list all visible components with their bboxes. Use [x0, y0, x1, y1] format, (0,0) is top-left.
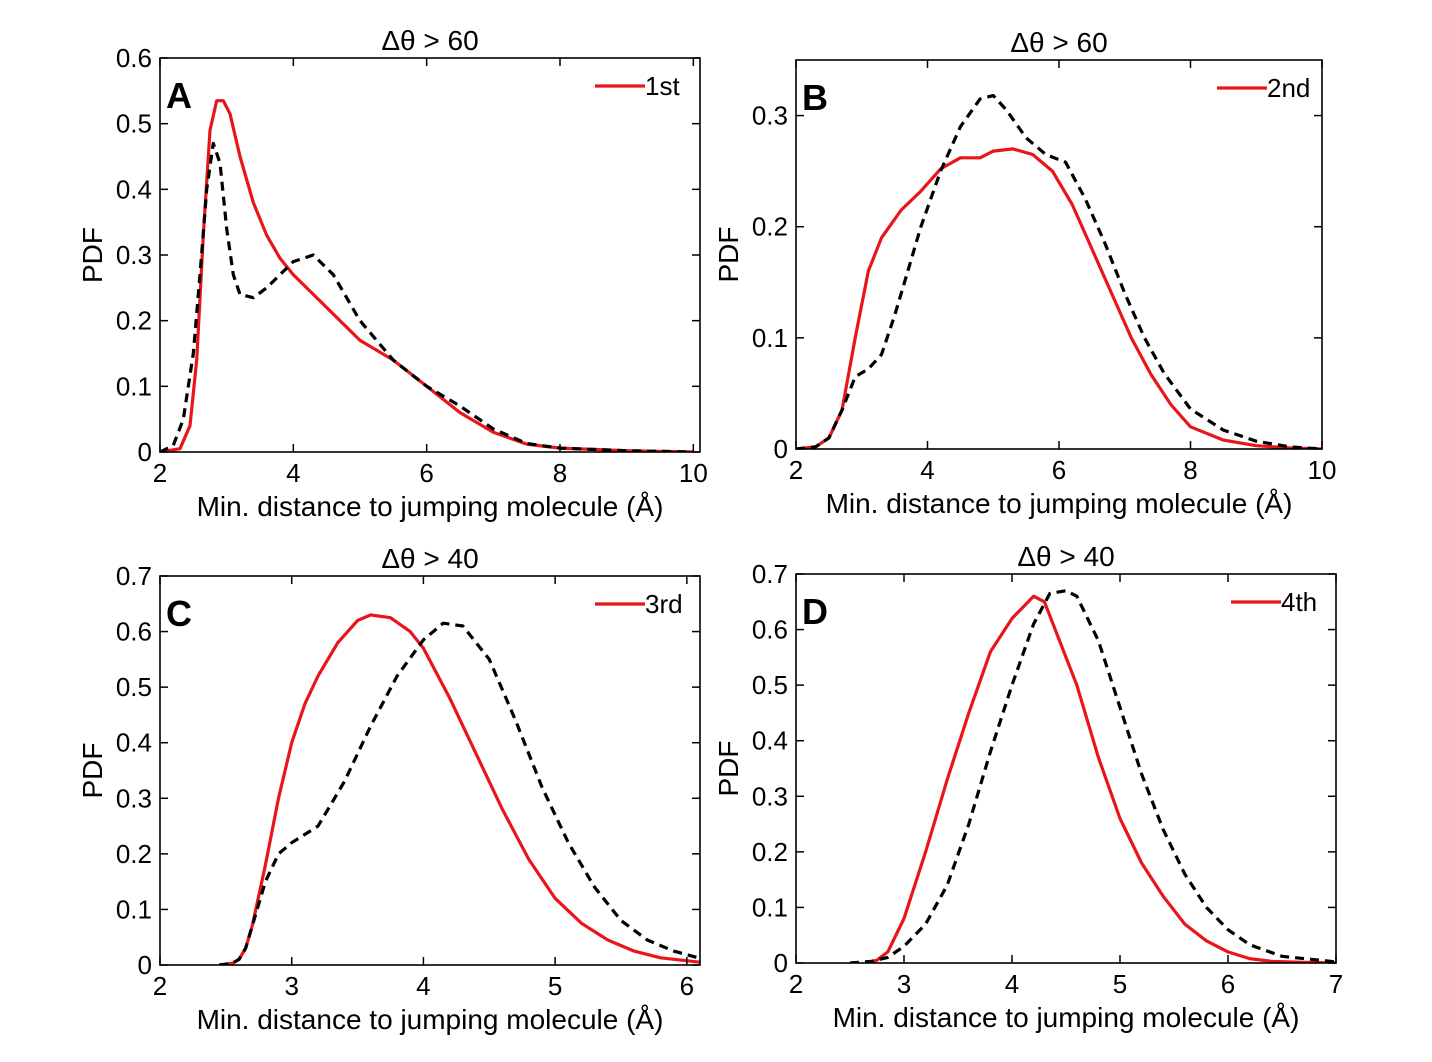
chart-panel-a: 2 4 6 8 10 0 0.1 0.2 0.3 0.4 0.5 0.6 Δθ > 60 Min. dis…: [77, 25, 708, 522]
y-axis-label: PDF: [77, 227, 108, 283]
chart-panel-d: 2 3 4 5 6 7 0 0.1 0.2 0.3 0.4 0.5 0.6 0.7 Δθ > 40 Min. …: [713, 541, 1343, 1033]
y-tick-label: 0.3: [752, 101, 788, 131]
y-axis-label: PDF: [713, 227, 744, 283]
chart-panel-b: 2 4 6 8 10 0 0.1 0.2 0.3 Δθ > 60 Min. distance to …: [713, 27, 1336, 519]
y-tick-label: 0.7: [116, 561, 152, 591]
x-tick-label: 8: [553, 458, 567, 488]
series-line-2nd: [796, 147, 1322, 449]
x-tick-label: 2: [789, 455, 803, 485]
chart-title: Δθ > 60: [381, 25, 478, 56]
x-axis-label: Min. distance to jumping molecule (Å): [833, 1002, 1300, 1033]
x-axis-label: Min. distance to jumping molecule (Å): [197, 491, 664, 522]
x-tick-label: 8: [1183, 455, 1197, 485]
legend-label: 1st: [645, 71, 680, 101]
panels: 2 4 6 8 10 0 0.1 0.2 0.3 0.4 0.5 0.6 Δθ > 60 Min. dis…: [77, 25, 1343, 1035]
y-tick-label: 0.3: [116, 240, 152, 270]
y-tick-label: 0.2: [116, 306, 152, 336]
plot-frame: [795, 573, 1337, 964]
y-tick-label: 0.4: [116, 174, 152, 204]
x-tick-label: 4: [286, 458, 300, 488]
y-tick-label: 0: [138, 950, 152, 980]
x-tick-label: 2: [789, 969, 803, 999]
x-tick-label: 10: [679, 458, 708, 488]
x-tick-label: 7: [1329, 969, 1343, 999]
x-axis-label: Min. distance to jumping molecule (Å): [197, 1004, 664, 1035]
panel-letter: A: [166, 75, 192, 116]
y-tick-label: 0.1: [752, 323, 788, 353]
y-tick-label: 0.2: [752, 212, 788, 242]
y-tick-label: 0.6: [116, 617, 152, 647]
y-tick-label: 0.1: [116, 894, 152, 924]
y-tick-label: 0.5: [752, 670, 788, 700]
x-tick-label: 5: [1113, 969, 1127, 999]
y-tick-label: 0.3: [116, 783, 152, 813]
panel-letter: C: [166, 593, 192, 634]
x-tick-label: 5: [548, 971, 562, 1001]
chart-title: Δθ > 60: [1010, 27, 1107, 58]
y-tick-label: 0.5: [116, 109, 152, 139]
y-tick-label: 0.4: [752, 726, 788, 756]
x-axis-label: Min. distance to jumping molecule (Å): [826, 488, 1293, 519]
x-tick-label: 10: [1308, 455, 1337, 485]
x-tick-label: 4: [1005, 969, 1019, 999]
x-tick-label: 4: [920, 455, 934, 485]
y-tick-label: 0.1: [752, 892, 788, 922]
x-tick-label: 3: [897, 969, 911, 999]
y-axis-label: PDF: [713, 741, 744, 797]
plot-frame: [159, 575, 701, 966]
x-tick-label: 6: [1221, 969, 1235, 999]
y-tick-label: 0.1: [116, 371, 152, 401]
x-tick-label: 2: [153, 458, 167, 488]
series-line-dashed: [849, 589, 1336, 963]
y-tick-label: 0.2: [116, 839, 152, 869]
legend-label: 3rd: [645, 589, 683, 619]
y-tick-label: 0.5: [116, 672, 152, 702]
chart-title: Δθ > 40: [381, 543, 478, 574]
y-tick-label: 0.6: [752, 615, 788, 645]
series-line-dashed: [160, 141, 694, 452]
x-tick-label: 2: [153, 971, 167, 1001]
series-line-dashed: [796, 93, 1322, 449]
legend-label: 2nd: [1267, 73, 1310, 103]
x-tick-label: 6: [419, 458, 433, 488]
x-tick-label: 4: [416, 971, 430, 1001]
y-tick-label: 0.7: [752, 559, 788, 589]
y-tick-label: 0.4: [116, 728, 152, 758]
y-tick-label: 0: [774, 948, 788, 978]
y-axis-label: PDF: [77, 743, 108, 799]
y-tick-label: 0: [774, 434, 788, 464]
panel-letter: B: [802, 77, 828, 118]
y-tick-label: 0: [138, 437, 152, 467]
x-tick-label: 6: [1052, 455, 1066, 485]
y-tick-label: 0.6: [116, 43, 152, 73]
x-tick-label: 6: [680, 971, 694, 1001]
series-line-4th: [865, 594, 1336, 963]
legend-label: 4th: [1281, 587, 1317, 617]
chart-title: Δθ > 40: [1017, 541, 1114, 572]
x-tick-label: 3: [284, 971, 298, 1001]
series-line-dashed: [219, 621, 700, 965]
y-tick-label: 0.3: [752, 781, 788, 811]
panel-letter: D: [802, 591, 828, 632]
chart-panel-c: 2 3 4 5 6 0 0.1 0.2 0.3 0.4 0.5 0.6 0.7 Δθ > 40 Min. d…: [77, 543, 701, 1035]
y-tick-label: 0.2: [752, 837, 788, 867]
